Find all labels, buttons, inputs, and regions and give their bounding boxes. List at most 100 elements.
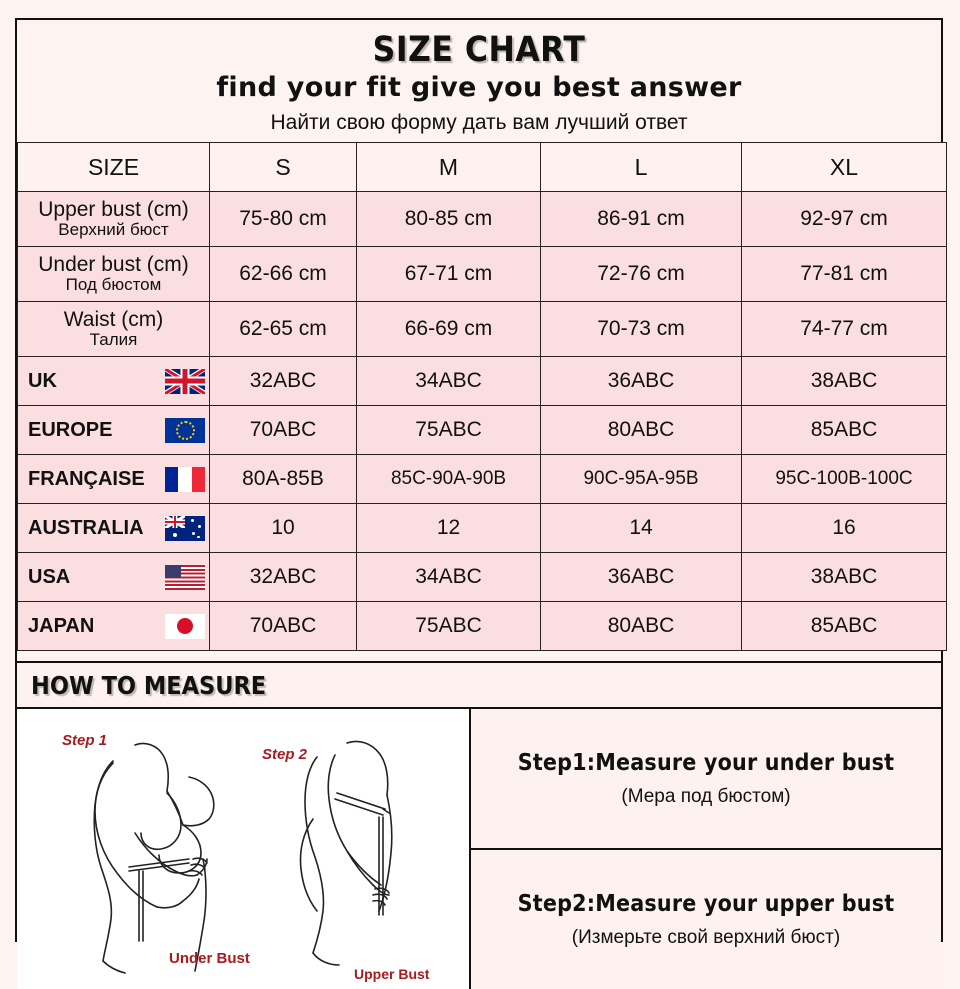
row-label-under-bust: Under bust (cm) Под бюстом bbox=[17, 246, 210, 303]
france-flag-icon bbox=[165, 466, 205, 492]
cell-usa-m: 34ABC bbox=[356, 552, 541, 603]
cell-japan-xl: 85ABC bbox=[741, 601, 947, 652]
cell-upper-bust-l: 86-91 cm bbox=[540, 191, 742, 248]
measure-step-2: Step2:Measure your upper bust (Измерьте … bbox=[471, 848, 941, 989]
cell-francaise-s: 80A-85B bbox=[209, 454, 357, 505]
cell-usa-l: 36ABC bbox=[540, 552, 742, 603]
table-header-row: SIZE S M L XL bbox=[17, 142, 947, 193]
measure-step-1: Step1:Measure your under bust (Мера под … bbox=[471, 709, 941, 848]
cell-usa-s: 32ABC bbox=[209, 552, 357, 603]
country-name: FRANÇAISE bbox=[28, 467, 145, 490]
table-row: UK 32ABC 34ABC 36ABC 38ABC bbox=[17, 356, 947, 407]
how-to-measure-section: HOW TO MEASURE bbox=[17, 661, 941, 989]
how-to-measure-title: HOW TO MEASURE bbox=[17, 663, 941, 710]
cell-under-bust-m: 67-71 cm bbox=[356, 246, 541, 303]
cell-uk-xl: 38ABC bbox=[741, 356, 947, 407]
table-row: Waist (cm) Талия 62-65 cm 66-69 cm 70-73… bbox=[17, 301, 947, 358]
cell-under-bust-l: 72-76 cm bbox=[540, 246, 742, 303]
row-label-francaise: FRANÇAISE bbox=[17, 454, 210, 505]
measurement-illustration: Step 1 Under Bust Step 2 Upper Bust bbox=[17, 709, 471, 989]
row-label-ru: Под бюстом bbox=[65, 275, 162, 295]
cell-francaise-xl: 95C-100B-100C bbox=[741, 454, 947, 505]
country-name: USA bbox=[28, 565, 71, 588]
table-row: EUROPE 70ABC 75ABC 80ABC 85ABC bbox=[17, 405, 947, 456]
page-subtitle: find your fit give you best answer bbox=[216, 72, 742, 104]
table-row: Under bust (cm) Под бюстом 62-66 cm 67-7… bbox=[17, 246, 947, 303]
cell-francaise-m: 85C-90A-90B bbox=[356, 454, 541, 505]
column-header-xl: XL bbox=[741, 142, 947, 193]
cell-upper-bust-xl: 92-97 cm bbox=[741, 191, 947, 248]
cell-japan-s: 70ABC bbox=[209, 601, 357, 652]
table-row: Upper bust (cm) Верхний бюст 75-80 cm 80… bbox=[17, 191, 947, 248]
table-row: JAPAN 70ABC 75ABC 80ABC 85ABC bbox=[17, 601, 947, 652]
country-name: EUROPE bbox=[28, 418, 113, 441]
step1-text-ru: (Мера под бюстом) bbox=[621, 785, 791, 807]
row-label-en: Upper bust (cm) bbox=[38, 198, 189, 222]
column-header-m: M bbox=[356, 142, 541, 193]
row-label-uk: UK bbox=[17, 356, 210, 407]
row-label-en: Waist (cm) bbox=[63, 308, 164, 332]
cell-francaise-l: 90C-95A-95B bbox=[540, 454, 742, 505]
illustration-step2-caption: Step 2 bbox=[262, 746, 308, 763]
header-block: SIZE CHART find your fit give you best a… bbox=[17, 20, 941, 138]
country-name: AUSTRALIA bbox=[28, 516, 144, 539]
eu-flag-icon bbox=[165, 417, 205, 443]
row-label-usa: USA bbox=[17, 552, 210, 603]
page-subtitle-russian: Найти свою форму дать вам лучший ответ bbox=[270, 110, 688, 134]
cell-under-bust-xl: 77-81 cm bbox=[741, 246, 947, 303]
cell-japan-m: 75ABC bbox=[356, 601, 541, 652]
step1-text-en: Step1:Measure your under bust bbox=[517, 749, 895, 776]
australia-flag-icon bbox=[165, 515, 205, 541]
how-to-measure-body: Step 1 Under Bust Step 2 Upper Bust Step… bbox=[17, 709, 941, 989]
step2-text-en: Step2:Measure your upper bust bbox=[517, 890, 895, 917]
cell-upper-bust-m: 80-85 cm bbox=[356, 191, 541, 248]
row-label-upper-bust: Upper bust (cm) Верхний бюст bbox=[17, 191, 210, 248]
cell-waist-l: 70-73 cm bbox=[540, 301, 742, 358]
cell-australia-m: 12 bbox=[356, 503, 541, 554]
table-row: FRANÇAISE 80A-85B 85C-90A-90B 90C-95A-95… bbox=[17, 454, 947, 505]
row-label-waist: Waist (cm) Талия bbox=[17, 301, 210, 358]
country-name: JAPAN bbox=[28, 614, 95, 637]
cell-usa-xl: 38ABC bbox=[741, 552, 947, 603]
cell-under-bust-s: 62-66 cm bbox=[209, 246, 357, 303]
cell-waist-s: 62-65 cm bbox=[209, 301, 357, 358]
cell-uk-l: 36ABC bbox=[540, 356, 742, 407]
row-label-ru: Верхний бюст bbox=[58, 220, 169, 240]
column-header-l: L bbox=[540, 142, 742, 193]
illustration-step1-caption: Step 1 bbox=[62, 732, 107, 749]
cell-europe-l: 80ABC bbox=[540, 405, 742, 456]
cell-waist-m: 66-69 cm bbox=[356, 301, 541, 358]
row-label-en: Under bust (cm) bbox=[38, 253, 189, 277]
cell-europe-s: 70ABC bbox=[209, 405, 357, 456]
page-title: SIZE CHART bbox=[372, 30, 586, 70]
row-label-japan: JAPAN bbox=[17, 601, 210, 652]
cell-uk-m: 34ABC bbox=[356, 356, 541, 407]
column-header-size: SIZE bbox=[17, 142, 210, 193]
size-chart-table: SIZE S M L XL Upper bust (cm) Верхний бю… bbox=[17, 142, 947, 652]
cell-waist-xl: 74-77 cm bbox=[741, 301, 947, 358]
column-header-s: S bbox=[209, 142, 357, 193]
row-label-ru: Талия bbox=[89, 330, 138, 350]
cell-uk-s: 32ABC bbox=[209, 356, 357, 407]
country-name: UK bbox=[28, 369, 57, 392]
size-chart-page: SIZE CHART find your fit give you best a… bbox=[15, 18, 947, 989]
cell-japan-l: 80ABC bbox=[540, 601, 742, 652]
measure-steps-list: Step1:Measure your under bust (Мера под … bbox=[471, 709, 941, 989]
illustration-step2-label: Upper Bust bbox=[354, 966, 430, 982]
cell-australia-xl: 16 bbox=[741, 503, 947, 554]
table-row: USA 32ABC 34ABC 36ABC 38ABC bbox=[17, 552, 947, 603]
cell-australia-l: 14 bbox=[540, 503, 742, 554]
table-row: AUSTRALIA 10 12 14 16 bbox=[17, 503, 947, 554]
step2-text-ru: (Измерьте свой верхний бюст) bbox=[571, 926, 841, 948]
cell-europe-xl: 85ABC bbox=[741, 405, 947, 456]
measurement-figures-drawing: Step 1 Under Bust Step 2 Upper Bust bbox=[62, 732, 430, 982]
row-label-europe: EUROPE bbox=[17, 405, 210, 456]
cell-europe-m: 75ABC bbox=[356, 405, 541, 456]
illustration-step1-label: Under Bust bbox=[169, 950, 250, 967]
japan-flag-icon bbox=[165, 613, 205, 639]
cell-upper-bust-s: 75-80 cm bbox=[209, 191, 357, 248]
row-label-australia: AUSTRALIA bbox=[17, 503, 210, 554]
uk-flag-icon bbox=[165, 368, 205, 394]
usa-flag-icon bbox=[165, 564, 205, 590]
cell-australia-s: 10 bbox=[209, 503, 357, 554]
